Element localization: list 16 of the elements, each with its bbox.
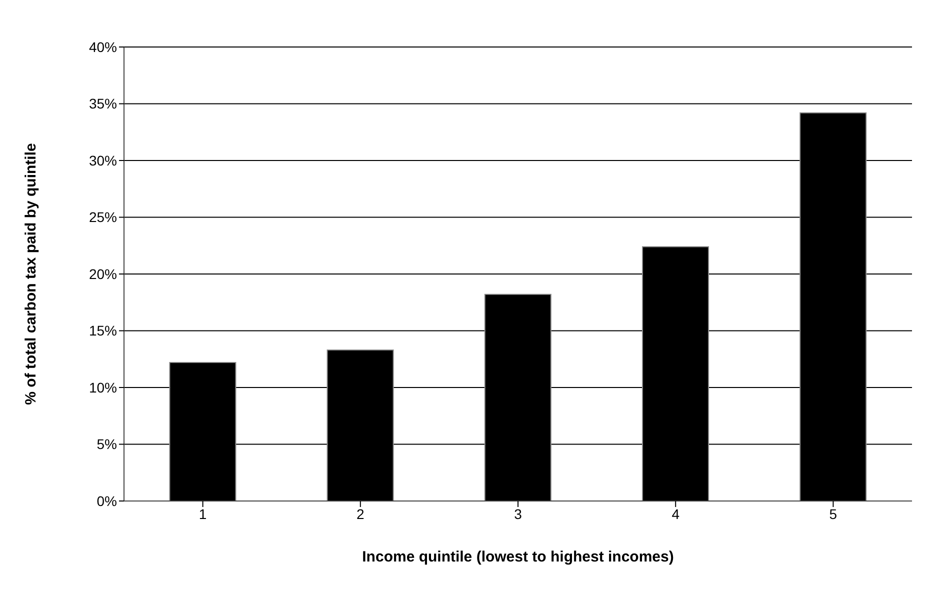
y-tick-label: 10%: [88, 379, 117, 396]
y-tick-label: 15%: [88, 322, 117, 339]
x-tick-label: 5: [829, 506, 838, 522]
x-tick-label: 3: [514, 506, 522, 522]
y-tick-label: 30%: [88, 152, 117, 168]
y-tick-label: 25%: [88, 209, 117, 226]
y-tick-label: 35%: [88, 96, 117, 112]
y-tick-label: 40%: [88, 38, 117, 55]
y-tick-label: 0%: [96, 492, 117, 509]
y-axis-title: % of total carbon tax paid by quintile: [22, 143, 40, 405]
y-tick-label: 5%: [96, 436, 117, 452]
x-tick-label: 2: [356, 506, 364, 522]
x-tick-label: 4: [672, 506, 680, 522]
y-tick-label: 20%: [88, 266, 117, 282]
x-tick-label: 1: [198, 506, 207, 522]
x-axis-title: Income quintile (lowest to highest incomes): [362, 548, 674, 566]
